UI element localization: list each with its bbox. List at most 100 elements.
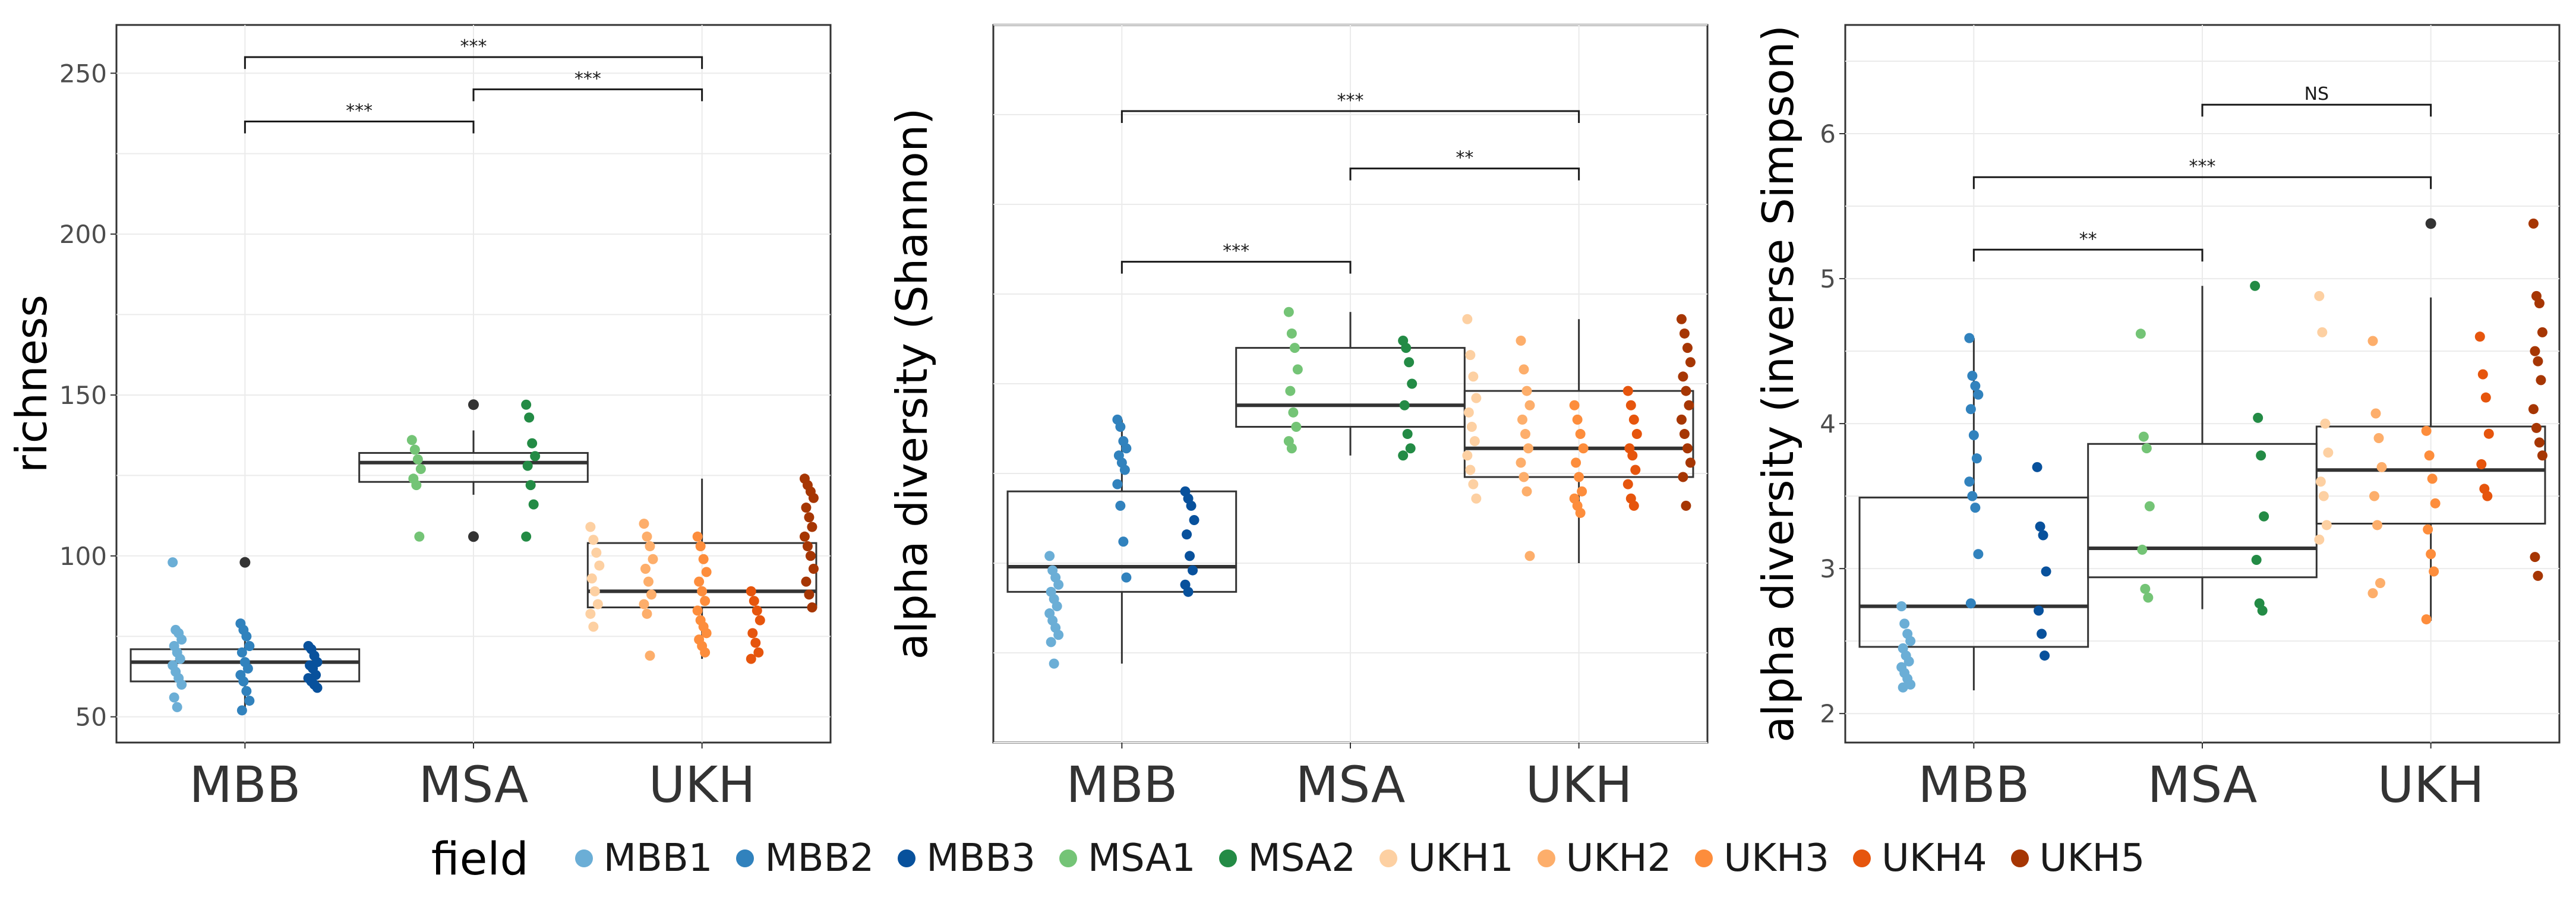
data-point-msa2: [524, 412, 535, 423]
data-point-msa2: [2257, 605, 2268, 616]
data-point-msa1: [414, 531, 425, 542]
data-point-mbb3: [1188, 565, 1198, 576]
data-point-msa1: [2138, 431, 2149, 442]
data-point-ukh2: [639, 599, 649, 609]
data-point-ukh5: [1679, 328, 1690, 339]
data-point-ukh4: [755, 615, 765, 626]
legend-label: UKH4: [1881, 836, 1987, 880]
y-axis-title: alpha diversity (inverse Simpson): [1753, 25, 1803, 743]
data-point-ukh5: [1682, 443, 1693, 454]
outlier-point: [2425, 218, 2436, 229]
data-point-msa1: [406, 435, 417, 446]
data-point-ukh1: [589, 586, 600, 596]
data-point-ukh2: [1516, 457, 1526, 468]
data-point-ukh2: [640, 563, 651, 574]
data-point-msa2: [1405, 443, 1416, 454]
significance-bracket: [244, 56, 703, 70]
legend-item-ukh5: UKH5: [2010, 836, 2145, 880]
data-point-ukh5: [807, 602, 817, 612]
data-point-msa2: [530, 451, 541, 462]
data-point-mbb2: [238, 676, 249, 687]
data-point-mbb3: [1189, 515, 1199, 526]
data-point-mbb1: [168, 557, 178, 568]
data-point-ukh4: [1628, 414, 1639, 425]
data-point-mbb2: [1965, 404, 1976, 415]
data-point-ukh4: [1627, 450, 1638, 461]
data-point-mbb2: [1967, 371, 1978, 381]
data-point-mbb2: [1971, 453, 1982, 464]
data-point-msa1: [2135, 329, 2146, 339]
data-point-mbb1: [172, 702, 182, 712]
data-point-ukh4: [747, 628, 758, 639]
legend-label: UKH5: [2039, 836, 2145, 880]
data-point-ukh5: [1676, 414, 1687, 425]
data-point-ukh2: [2373, 433, 2384, 444]
significance-bracket: [244, 121, 475, 134]
category-label: UKH: [1526, 756, 1633, 814]
data-point-ukh1: [1462, 450, 1473, 461]
data-point-ukh4: [749, 596, 759, 607]
category-label: MBB: [189, 756, 301, 814]
legend-swatch: [1695, 849, 1713, 867]
data-point-msa1: [1292, 364, 1303, 375]
data-point-mbb3: [1186, 500, 1197, 511]
data-point-mbb2: [1973, 549, 1984, 560]
y-tick-label: 4: [1820, 409, 1836, 438]
data-point-ukh3: [2426, 549, 2436, 560]
data-point-msa2: [1404, 357, 1415, 368]
data-point-ukh5: [2528, 218, 2539, 229]
y-axis-title: richness: [7, 295, 56, 473]
data-point-mbb1: [1052, 601, 1062, 611]
data-point-msa1: [2141, 443, 2152, 454]
data-point-mbb2: [242, 663, 253, 674]
data-point-ukh2: [1524, 400, 1535, 410]
data-point-ukh1: [1471, 393, 1482, 403]
category-label: UKH: [2378, 756, 2485, 814]
data-point-ukh4: [2483, 428, 2494, 439]
legend-label: UKH2: [1565, 836, 1672, 880]
legend-swatch: [1059, 849, 1077, 867]
data-point-mbb3: [2041, 566, 2051, 577]
y-tick-label: 100: [59, 542, 107, 571]
data-point-ukh3: [701, 567, 712, 577]
data-point-ukh5: [2530, 346, 2540, 356]
significance-label: ***: [460, 36, 487, 57]
data-point-ukh4: [746, 586, 756, 596]
richness-panel: 50 100 150 200 250 richness MBB MSA UKH *** *** ***: [7, 24, 832, 814]
data-point-mbb2: [1118, 536, 1129, 547]
data-point-ukh1: [1469, 436, 1480, 447]
data-point-mbb2: [1967, 491, 1978, 501]
data-point-ukh5: [2534, 298, 2545, 309]
significance-label: **: [2079, 229, 2097, 249]
data-point-ukh3: [2427, 473, 2438, 484]
data-point-ukh1: [2314, 534, 2325, 545]
data-point-msa2: [2251, 555, 2262, 566]
data-point-ukh5: [2537, 450, 2547, 461]
data-point-ukh4: [1628, 500, 1639, 511]
data-point-ukh1: [588, 621, 599, 632]
data-point-ukh5: [2537, 327, 2547, 337]
data-point-ukh3: [1575, 429, 1586, 440]
data-point-ukh5: [2533, 356, 2543, 367]
data-point-ukh4: [1622, 386, 1633, 396]
legend-item-ukh2: UKH2: [1537, 836, 1672, 880]
box: [2315, 425, 2546, 525]
box: [1235, 347, 1466, 428]
data-point-mbb2: [1119, 465, 1130, 475]
legend-label: MBB3: [926, 836, 1036, 880]
data-point-ukh1: [585, 608, 596, 619]
data-point-ukh5: [807, 522, 817, 532]
data-point-ukh5: [1679, 429, 1690, 440]
legend-item-ukh1: UKH1: [1379, 836, 1514, 880]
data-point-ukh2: [1523, 443, 1533, 454]
data-point-mbb2: [244, 640, 255, 651]
data-point-ukh1: [585, 522, 596, 532]
data-point-ukh5: [1678, 472, 1688, 482]
data-point-ukh4: [2477, 369, 2488, 380]
data-point-msa1: [1289, 343, 1300, 353]
data-point-mbb1: [1049, 658, 1059, 669]
data-point-mbb2: [241, 631, 252, 642]
data-point-ukh5: [1684, 400, 1694, 410]
data-point-ukh5: [808, 563, 819, 574]
